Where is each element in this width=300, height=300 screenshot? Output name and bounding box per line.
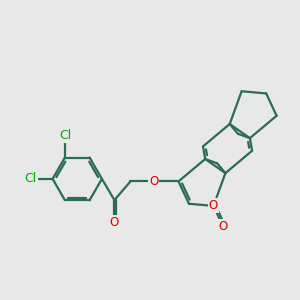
Text: Cl: Cl [24,172,37,185]
Text: O: O [149,175,158,188]
Text: O: O [218,220,227,232]
Text: O: O [209,200,218,212]
Text: Cl: Cl [59,129,71,142]
Text: O: O [110,216,119,229]
